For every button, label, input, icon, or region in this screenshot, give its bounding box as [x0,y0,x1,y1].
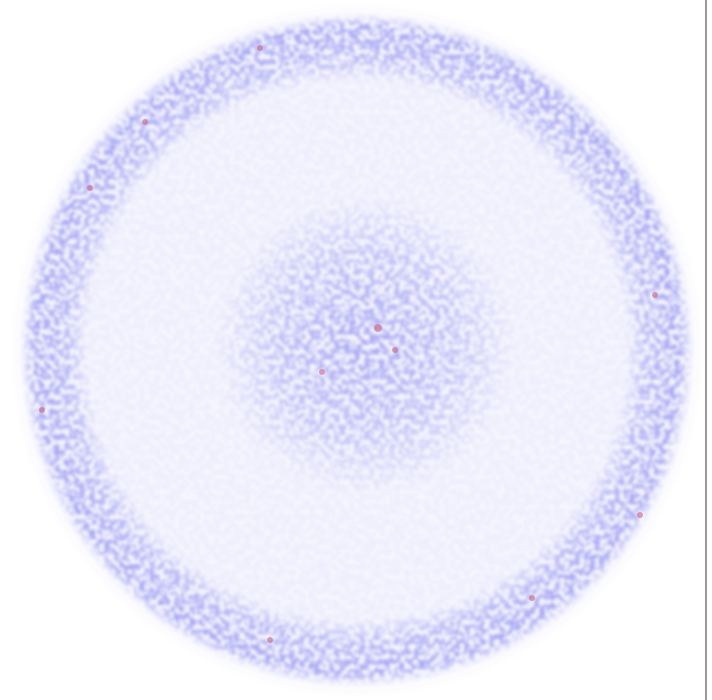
node [529,595,535,601]
node [374,324,382,332]
highlight-nodes [39,45,658,643]
node [637,512,643,518]
node [87,185,93,191]
center-cluster [215,195,515,495]
node [652,292,658,298]
node [319,369,325,375]
node [257,45,263,51]
node [267,637,273,643]
node [142,119,148,125]
node-cloud [21,14,693,686]
node [39,407,45,413]
node [392,347,398,353]
